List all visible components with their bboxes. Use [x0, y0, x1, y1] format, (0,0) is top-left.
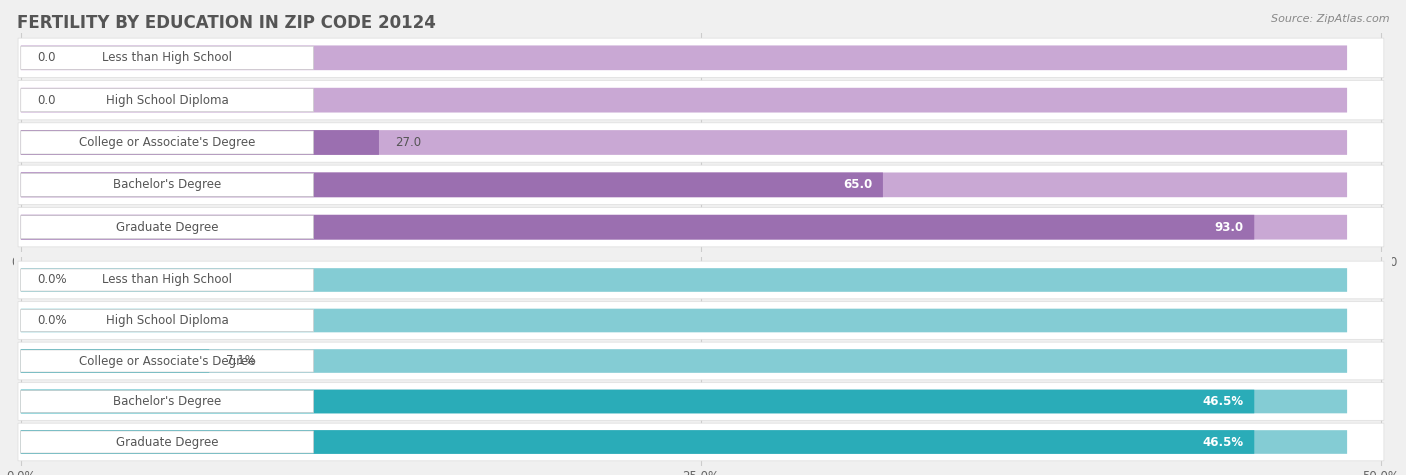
- Text: 0.0%: 0.0%: [37, 274, 67, 286]
- Text: 7.1%: 7.1%: [225, 354, 256, 368]
- Text: Less than High School: Less than High School: [103, 51, 232, 64]
- FancyBboxPatch shape: [21, 131, 314, 154]
- FancyBboxPatch shape: [21, 173, 314, 196]
- FancyBboxPatch shape: [21, 268, 1347, 292]
- FancyBboxPatch shape: [18, 165, 1384, 205]
- FancyBboxPatch shape: [21, 309, 314, 332]
- FancyBboxPatch shape: [18, 208, 1384, 247]
- FancyBboxPatch shape: [21, 215, 1254, 239]
- FancyBboxPatch shape: [21, 431, 314, 453]
- FancyBboxPatch shape: [21, 269, 314, 291]
- FancyBboxPatch shape: [18, 423, 1384, 461]
- Text: 0.0: 0.0: [37, 51, 56, 64]
- FancyBboxPatch shape: [21, 430, 1347, 454]
- Text: Source: ZipAtlas.com: Source: ZipAtlas.com: [1271, 14, 1389, 24]
- FancyBboxPatch shape: [21, 172, 883, 197]
- FancyBboxPatch shape: [21, 215, 1347, 239]
- Text: Less than High School: Less than High School: [103, 274, 232, 286]
- FancyBboxPatch shape: [21, 349, 209, 373]
- Text: Bachelor's Degree: Bachelor's Degree: [112, 395, 221, 408]
- FancyBboxPatch shape: [18, 383, 1384, 420]
- FancyBboxPatch shape: [21, 430, 1254, 454]
- Text: Graduate Degree: Graduate Degree: [115, 221, 218, 234]
- FancyBboxPatch shape: [21, 130, 380, 155]
- FancyBboxPatch shape: [21, 390, 1254, 413]
- FancyBboxPatch shape: [18, 302, 1384, 339]
- Text: High School Diploma: High School Diploma: [105, 94, 228, 107]
- Text: Bachelor's Degree: Bachelor's Degree: [112, 178, 221, 191]
- Text: 46.5%: 46.5%: [1202, 395, 1243, 408]
- FancyBboxPatch shape: [21, 172, 1347, 197]
- FancyBboxPatch shape: [21, 46, 1347, 70]
- FancyBboxPatch shape: [21, 350, 314, 372]
- FancyBboxPatch shape: [18, 38, 1384, 77]
- Text: 65.0: 65.0: [842, 178, 872, 191]
- FancyBboxPatch shape: [21, 309, 1347, 332]
- Text: Graduate Degree: Graduate Degree: [115, 436, 218, 448]
- FancyBboxPatch shape: [21, 390, 314, 413]
- Text: High School Diploma: High School Diploma: [105, 314, 228, 327]
- FancyBboxPatch shape: [21, 46, 314, 69]
- Text: FERTILITY BY EDUCATION IN ZIP CODE 20124: FERTILITY BY EDUCATION IN ZIP CODE 20124: [17, 14, 436, 32]
- FancyBboxPatch shape: [21, 216, 314, 239]
- FancyBboxPatch shape: [21, 130, 1347, 155]
- Text: College or Associate's Degree: College or Associate's Degree: [79, 136, 256, 149]
- FancyBboxPatch shape: [18, 261, 1384, 299]
- FancyBboxPatch shape: [18, 80, 1384, 120]
- FancyBboxPatch shape: [21, 390, 1347, 413]
- FancyBboxPatch shape: [18, 123, 1384, 162]
- FancyBboxPatch shape: [18, 342, 1384, 380]
- Text: College or Associate's Degree: College or Associate's Degree: [79, 354, 256, 368]
- Text: 0.0: 0.0: [37, 94, 56, 107]
- FancyBboxPatch shape: [21, 89, 314, 112]
- Text: 27.0: 27.0: [395, 136, 422, 149]
- Text: 0.0%: 0.0%: [37, 314, 67, 327]
- Text: 46.5%: 46.5%: [1202, 436, 1243, 448]
- FancyBboxPatch shape: [21, 88, 1347, 113]
- FancyBboxPatch shape: [21, 349, 1347, 373]
- Text: 93.0: 93.0: [1215, 221, 1243, 234]
